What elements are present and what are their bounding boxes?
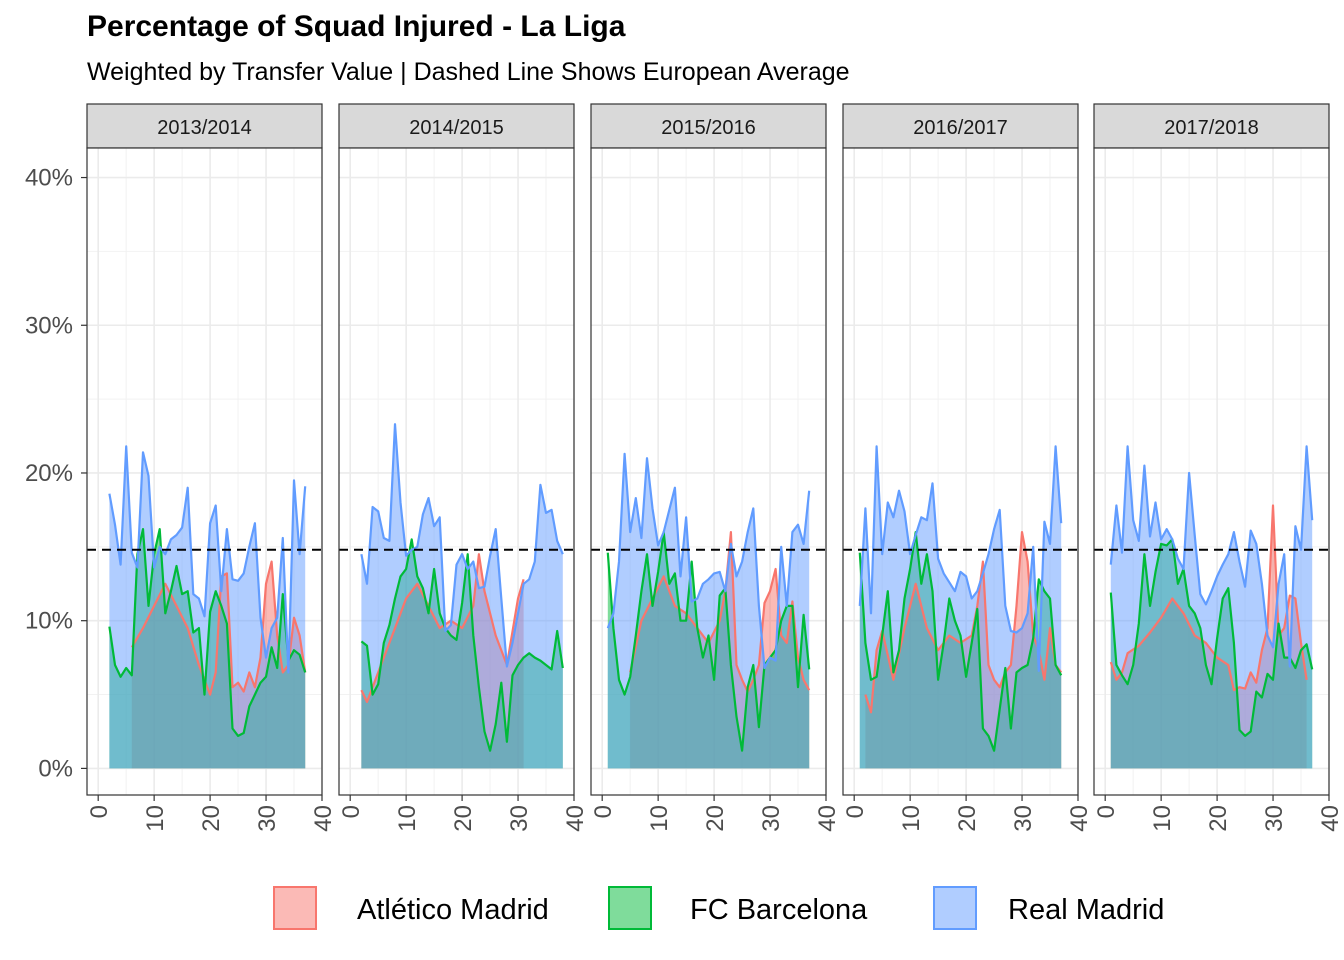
series-line bbox=[1109, 538, 1314, 737]
facet-strip bbox=[338, 103, 575, 149]
x-tick-label: 20 bbox=[450, 805, 477, 832]
y-tick-label: 10% bbox=[25, 608, 73, 635]
legend-key bbox=[933, 886, 977, 930]
series-line bbox=[130, 560, 307, 696]
panel-border bbox=[590, 147, 827, 796]
panel-border bbox=[86, 147, 323, 796]
series-line bbox=[606, 452, 811, 670]
series-area bbox=[607, 453, 810, 769]
panel-border bbox=[338, 147, 575, 796]
x-tick-label: 10 bbox=[394, 805, 421, 832]
series-line bbox=[360, 423, 564, 668]
facet-strip bbox=[842, 103, 1079, 149]
facet-strip-label: 2013/2014 bbox=[157, 117, 252, 139]
series-area bbox=[859, 446, 1062, 769]
facet-strip bbox=[1093, 103, 1330, 149]
x-tick-label: 40 bbox=[562, 805, 589, 832]
series-area bbox=[109, 446, 306, 769]
x-tick-label: 30 bbox=[1010, 805, 1037, 832]
legend: Atlético Madrid FC Barcelona Real Madrid bbox=[273, 886, 1164, 930]
x-tick-label: 40 bbox=[1066, 805, 1093, 832]
legend-item: FC Barcelona bbox=[608, 886, 868, 930]
facet-panel: 2013/2014 0 10 20 30 40 bbox=[86, 103, 337, 832]
series-line bbox=[1109, 445, 1314, 668]
series-line bbox=[1109, 504, 1308, 692]
x-tick-label: 10 bbox=[898, 805, 925, 832]
legend-item: Atlético Madrid bbox=[273, 886, 549, 930]
x-tick-label: 20 bbox=[198, 805, 225, 832]
series-area bbox=[1110, 446, 1313, 769]
legend-label: Real Madrid bbox=[1008, 894, 1164, 926]
series-line bbox=[858, 445, 1063, 672]
x-tick-label: 0 bbox=[86, 805, 113, 818]
chart-title: Percentage of Squad Injured - La Liga bbox=[87, 10, 626, 43]
series-line bbox=[108, 445, 307, 674]
x-tick-label: 30 bbox=[1261, 805, 1288, 832]
facet-strip-label: 2014/2015 bbox=[409, 117, 504, 139]
y-tick-label: 0% bbox=[38, 755, 73, 782]
y-axis: 0% 10% 20% 30% 40% bbox=[25, 165, 87, 782]
x-tick-label: 0 bbox=[338, 805, 365, 818]
facet-panel: 2017/2018 0 10 20 30 40 bbox=[1093, 103, 1344, 832]
x-tick-label: 0 bbox=[590, 805, 617, 818]
panel-border bbox=[842, 147, 1079, 796]
y-tick-label: 20% bbox=[25, 460, 73, 487]
x-tick-label: 30 bbox=[758, 805, 785, 832]
series-line bbox=[858, 531, 1063, 752]
x-tick-label: 40 bbox=[310, 805, 337, 832]
legend-item: Real Madrid bbox=[933, 886, 1164, 930]
legend-key bbox=[273, 886, 317, 930]
facet-strip-label: 2015/2016 bbox=[661, 117, 756, 139]
x-tick-label: 40 bbox=[1317, 805, 1344, 832]
facet-panel: 2014/2015 0 10 20 30 40 bbox=[338, 103, 589, 832]
legend-key bbox=[608, 886, 652, 930]
facet-strip-label: 2017/2018 bbox=[1164, 117, 1259, 139]
x-tick-label: 0 bbox=[842, 805, 869, 818]
x-tick-label: 40 bbox=[814, 805, 841, 832]
x-tick-label: 0 bbox=[1093, 805, 1120, 818]
x-tick-label: 10 bbox=[1149, 805, 1176, 832]
y-tick-label: 30% bbox=[25, 312, 73, 339]
x-tick-label: 10 bbox=[646, 805, 673, 832]
panel-border bbox=[1093, 147, 1330, 796]
x-tick-label: 10 bbox=[142, 805, 169, 832]
facet-strip bbox=[590, 103, 827, 149]
series-line bbox=[629, 531, 811, 693]
chart-subtitle: Weighted by Transfer Value | Dashed Line… bbox=[87, 58, 850, 86]
x-tick-label: 20 bbox=[1205, 805, 1232, 832]
facet-strip-label: 2016/2017 bbox=[913, 117, 1008, 139]
x-tick-label: 30 bbox=[506, 805, 533, 832]
y-tick-label: 40% bbox=[25, 165, 73, 192]
legend-label: FC Barcelona bbox=[690, 894, 868, 926]
facet-panel: 2016/2017 0 10 20 30 40 bbox=[842, 103, 1093, 832]
legend-label: Atlético Madrid bbox=[357, 894, 549, 926]
facet-panel: 2015/2016 0 10 20 30 40 bbox=[590, 103, 841, 832]
x-tick-label: 20 bbox=[702, 805, 729, 832]
series-line bbox=[108, 528, 307, 737]
x-tick-label: 30 bbox=[254, 805, 281, 832]
x-tick-label: 20 bbox=[954, 805, 981, 832]
series-line bbox=[360, 538, 564, 752]
